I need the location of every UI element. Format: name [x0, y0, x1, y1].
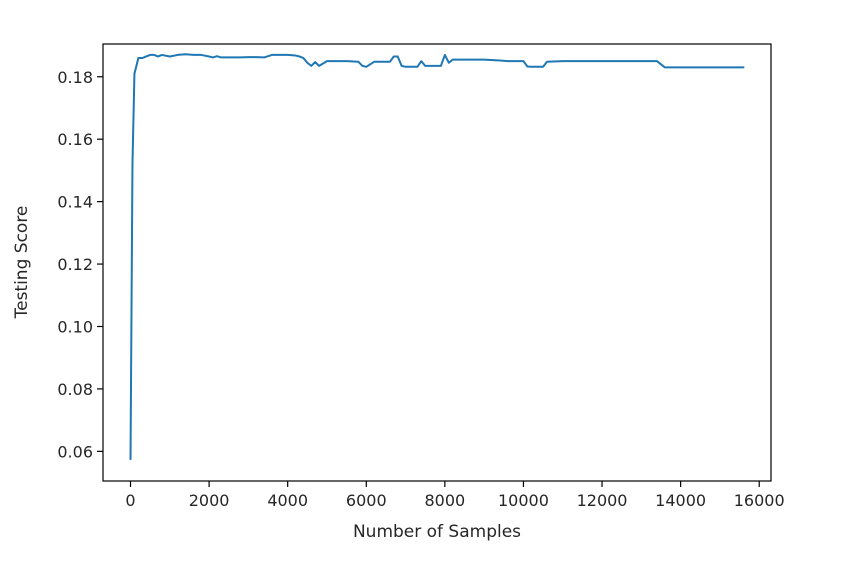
y-tick-label: 0.16: [57, 130, 93, 149]
x-tick-label: 14000: [655, 491, 706, 510]
plot-frame: [102, 43, 772, 482]
y-tick-label: 0.10: [57, 317, 93, 336]
y-axis-label: Testing Score: [12, 206, 32, 320]
x-tick-label: 0: [125, 491, 135, 510]
x-axis-label: Number of Samples: [353, 522, 521, 542]
y-axis: 0.06 0.08 0.10 0.12 0.14 0.16 0.18: [57, 68, 103, 461]
series-line: [129, 53, 745, 461]
x-tick-label: 8000: [424, 491, 465, 510]
y-tick-label: 0.14: [57, 193, 93, 212]
x-tick-label: 10000: [498, 491, 549, 510]
x-tick-label: 4000: [267, 491, 308, 510]
x-tick-label: 6000: [346, 491, 387, 510]
plot-area: [129, 53, 745, 461]
y-tick-label: 0.12: [57, 255, 93, 274]
x-tick-label: 16000: [734, 491, 785, 510]
y-tick-label: 0.06: [57, 442, 93, 461]
x-axis: 0 2000 4000 6000 8000 10000 12000 14000 16000: [125, 481, 785, 510]
x-tick-label: 12000: [577, 491, 628, 510]
x-tick-label: 2000: [189, 491, 230, 510]
y-tick-label: 0.08: [57, 380, 93, 399]
y-tick-label: 0.18: [57, 68, 93, 87]
